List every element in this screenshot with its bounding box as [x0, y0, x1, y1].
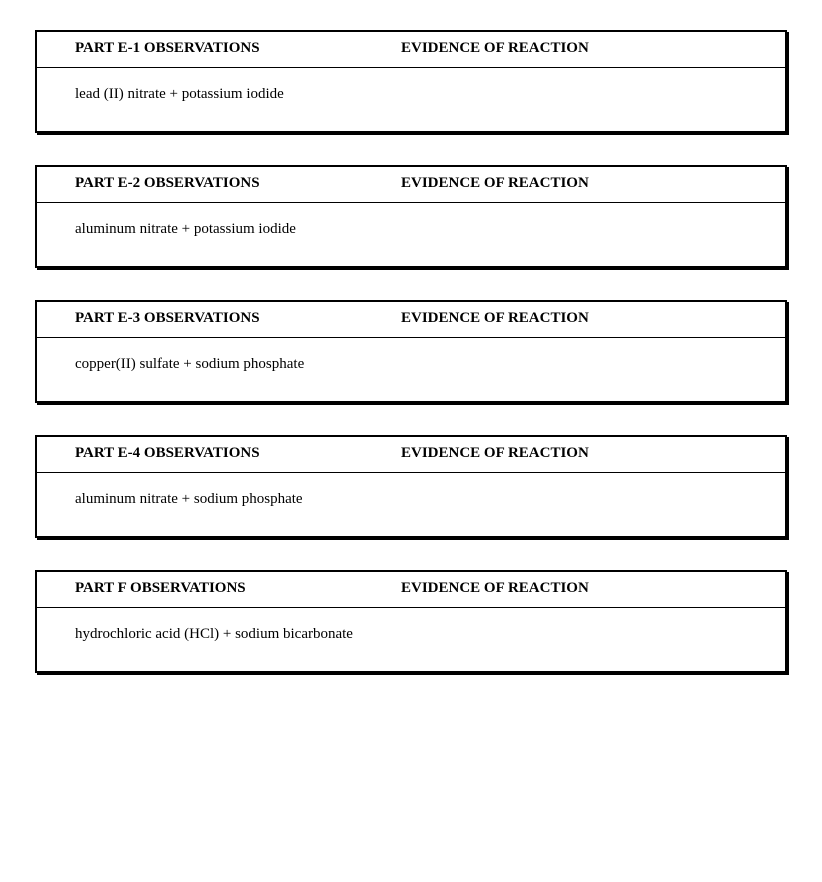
evidence-text [397, 491, 785, 508]
observation-text: aluminum nitrate + sodium phosphate [37, 491, 397, 508]
observations-header: PART F OBSERVATIONS [37, 580, 397, 597]
observation-box: PART E-4 OBSERVATIONSEVIDENCE OF REACTIO… [35, 435, 787, 538]
box-body-row: aluminum nitrate + sodium phosphate [37, 473, 785, 536]
evidence-text [397, 221, 785, 238]
observations-header: PART E-4 OBSERVATIONS [37, 445, 397, 462]
evidence-header: EVIDENCE OF REACTION [397, 580, 785, 597]
observations-header: PART E-3 OBSERVATIONS [37, 310, 397, 327]
evidence-header: EVIDENCE OF REACTION [397, 310, 785, 327]
evidence-text [397, 626, 785, 643]
box-header-row: PART F OBSERVATIONSEVIDENCE OF REACTION [37, 572, 785, 608]
box-body-row: aluminum nitrate + potassium iodide [37, 203, 785, 266]
box-header-row: PART E-4 OBSERVATIONSEVIDENCE OF REACTIO… [37, 437, 785, 473]
observations-header: PART E-1 OBSERVATIONS [37, 40, 397, 57]
box-body-row: hydrochloric acid (HCl) + sodium bicarbo… [37, 608, 785, 671]
box-header-row: PART E-1 OBSERVATIONSEVIDENCE OF REACTIO… [37, 32, 785, 68]
observation-text: hydrochloric acid (HCl) + sodium bicarbo… [37, 626, 397, 643]
observation-box: PART E-3 OBSERVATIONSEVIDENCE OF REACTIO… [35, 300, 787, 403]
box-body-row: lead (II) nitrate + potassium iodide [37, 68, 785, 131]
observation-box: PART E-2 OBSERVATIONSEVIDENCE OF REACTIO… [35, 165, 787, 268]
evidence-text [397, 356, 785, 373]
observation-text: lead (II) nitrate + potassium iodide [37, 86, 397, 103]
evidence-header: EVIDENCE OF REACTION [397, 40, 785, 57]
box-header-row: PART E-3 OBSERVATIONSEVIDENCE OF REACTIO… [37, 302, 785, 338]
evidence-text [397, 86, 785, 103]
evidence-header: EVIDENCE OF REACTION [397, 175, 785, 192]
observation-text: aluminum nitrate + potassium iodide [37, 221, 397, 238]
box-body-row: copper(II) sulfate + sodium phosphate [37, 338, 785, 401]
box-header-row: PART E-2 OBSERVATIONSEVIDENCE OF REACTIO… [37, 167, 785, 203]
observation-box: PART F OBSERVATIONSEVIDENCE OF REACTION h… [35, 570, 787, 673]
observation-text: copper(II) sulfate + sodium phosphate [37, 356, 397, 373]
evidence-header: EVIDENCE OF REACTION [397, 445, 785, 462]
observations-header: PART E-2 OBSERVATIONS [37, 175, 397, 192]
observation-boxes-container: PART E-1 OBSERVATIONSEVIDENCE OF REACTIO… [35, 30, 787, 673]
observation-box: PART E-1 OBSERVATIONSEVIDENCE OF REACTIO… [35, 30, 787, 133]
